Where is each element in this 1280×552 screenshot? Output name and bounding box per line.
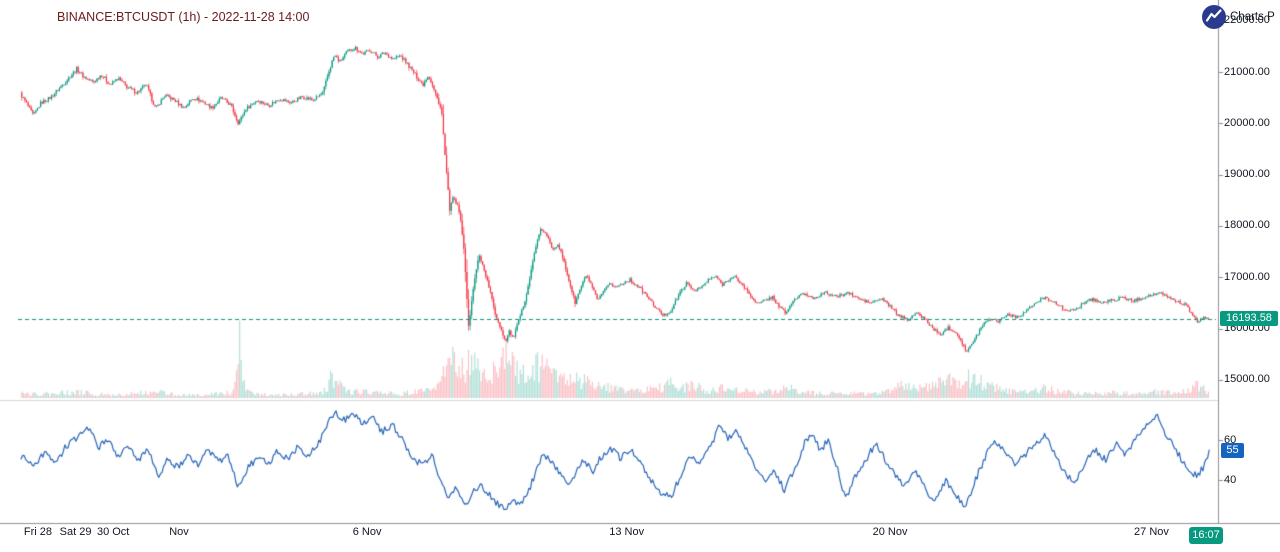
last-update-time-badge: 16:07: [1189, 527, 1223, 544]
price-tick-22000: 22000.00: [1224, 14, 1270, 27]
time-tick-13-nov: 13 Nov: [609, 526, 645, 538]
price-tick-19000: 19000.00: [1224, 168, 1270, 181]
time-tick-nov: Nov: [169, 526, 189, 538]
chart-logo-icon: [1201, 4, 1227, 30]
price-tick-21000: 21000.00: [1224, 65, 1270, 78]
price-tick-20000: 20000.00: [1224, 116, 1270, 129]
time-tick-sat-29: Sat 29: [59, 526, 92, 538]
price-tick-15000: 15000.00: [1224, 373, 1270, 386]
rsi-value-badge: 55: [1221, 443, 1244, 458]
time-tick-6-nov: 6 Nov: [352, 526, 382, 538]
last-price-badge: 16193.58: [1220, 311, 1278, 326]
price-tick-18000: 18000.00: [1224, 219, 1270, 232]
chart-title: BINANCE:BTCUSDT (1h) - 2022-11-28 14:00: [57, 10, 310, 24]
rsi-tick-60: 60: [1224, 433, 1237, 446]
time-tick-fri-28: Fri 28: [23, 526, 52, 538]
rsi-tick-40: 40: [1224, 473, 1237, 486]
price-tick-17000: 17000.00: [1224, 270, 1270, 283]
attribution: Charts P: [1201, 4, 1275, 30]
time-tick-30-oct: 30 Oct: [96, 526, 130, 538]
attribution-text: Charts P: [1230, 11, 1275, 23]
time-tick-27-nov: 27 Nov: [1134, 526, 1169, 538]
time-tick-20-nov: 20 Nov: [872, 526, 908, 538]
